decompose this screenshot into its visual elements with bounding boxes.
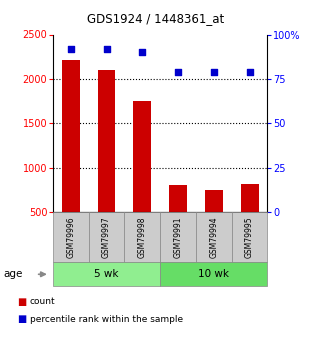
Text: GDS1924 / 1448361_at: GDS1924 / 1448361_at xyxy=(87,12,224,25)
Point xyxy=(68,46,73,51)
Text: age: age xyxy=(3,269,22,279)
Bar xyxy=(98,70,115,212)
Bar xyxy=(62,60,80,212)
Bar xyxy=(205,190,223,212)
Text: count: count xyxy=(30,297,55,306)
Text: percentile rank within the sample: percentile rank within the sample xyxy=(30,315,183,324)
Text: ■: ■ xyxy=(17,297,26,307)
Bar xyxy=(133,101,151,212)
Text: GSM79997: GSM79997 xyxy=(102,216,111,258)
Point xyxy=(104,46,109,51)
Text: 10 wk: 10 wk xyxy=(198,269,229,279)
Point xyxy=(175,69,180,75)
Point xyxy=(211,69,216,75)
Text: GSM79994: GSM79994 xyxy=(209,216,218,258)
Text: GSM79996: GSM79996 xyxy=(66,216,75,258)
Text: GSM79998: GSM79998 xyxy=(138,216,147,258)
Text: GSM79995: GSM79995 xyxy=(245,216,254,258)
Text: GSM79991: GSM79991 xyxy=(174,216,183,258)
Text: 5 wk: 5 wk xyxy=(94,269,119,279)
Bar xyxy=(241,184,258,212)
Point xyxy=(247,69,252,75)
Point xyxy=(140,50,145,55)
Bar xyxy=(169,185,187,212)
Text: ■: ■ xyxy=(17,314,26,324)
